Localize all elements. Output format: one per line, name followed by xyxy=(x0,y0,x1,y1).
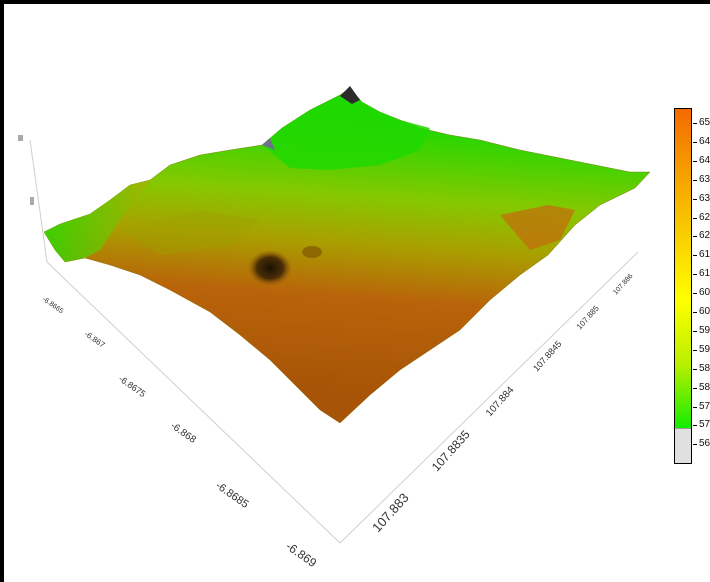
colorbar-gradient xyxy=(675,109,691,430)
colorbar-tick-label: 65 xyxy=(692,117,710,128)
colorbar-tick-label: 60 xyxy=(692,306,710,317)
x-tick-label: 107.886 xyxy=(612,273,634,297)
x-tick-label: 107.8845 xyxy=(531,339,564,374)
colorbar-tick-label: 64 xyxy=(692,154,710,166)
colorbar-tick-label: 59 xyxy=(692,343,710,355)
colorbar-tick-label: 61 xyxy=(692,249,710,261)
colorbar-tick-label: 63 xyxy=(692,173,710,185)
x-tick-label: 107.884 xyxy=(484,384,517,419)
colorbar-tick-label: 57 xyxy=(692,419,710,431)
colorbar-tick-label: 59 xyxy=(692,324,710,336)
y-tick-label: -6.868 xyxy=(168,420,198,446)
colorbar-tick-label: 64 xyxy=(692,135,710,147)
colorbar-below-range xyxy=(675,428,691,463)
y-tick-label: -6.869 xyxy=(283,539,319,570)
colorbar-tick-label: 56 xyxy=(692,438,710,450)
colorbar xyxy=(674,108,692,464)
x-tick-label: 107.883 xyxy=(369,490,412,535)
colorbar-tick-label: 62 xyxy=(692,230,710,242)
axis-frame xyxy=(29,139,639,544)
colorbar-tick-label: 57 xyxy=(692,400,710,412)
colorbar-tick-label: 58 xyxy=(692,362,710,374)
y-tick-label: -6.8675 xyxy=(117,373,148,399)
colorbar-tick-label: 63 xyxy=(692,192,710,204)
terrain-surface xyxy=(43,86,651,424)
z-axis-ticks xyxy=(18,135,34,205)
y-tick-label: -6.8665 xyxy=(41,296,65,315)
colorbar-tick-label: 58 xyxy=(692,381,710,393)
colorbar-tick-label: 61 xyxy=(692,268,710,280)
y-tick-label: -6.8685 xyxy=(213,480,250,511)
colorbar-tick-label: 62 xyxy=(692,211,710,223)
x-tick-label: 107.885 xyxy=(575,303,601,331)
y-tick-label: -6.867 xyxy=(83,329,107,350)
colorbar-tick-label: 60 xyxy=(692,287,710,299)
